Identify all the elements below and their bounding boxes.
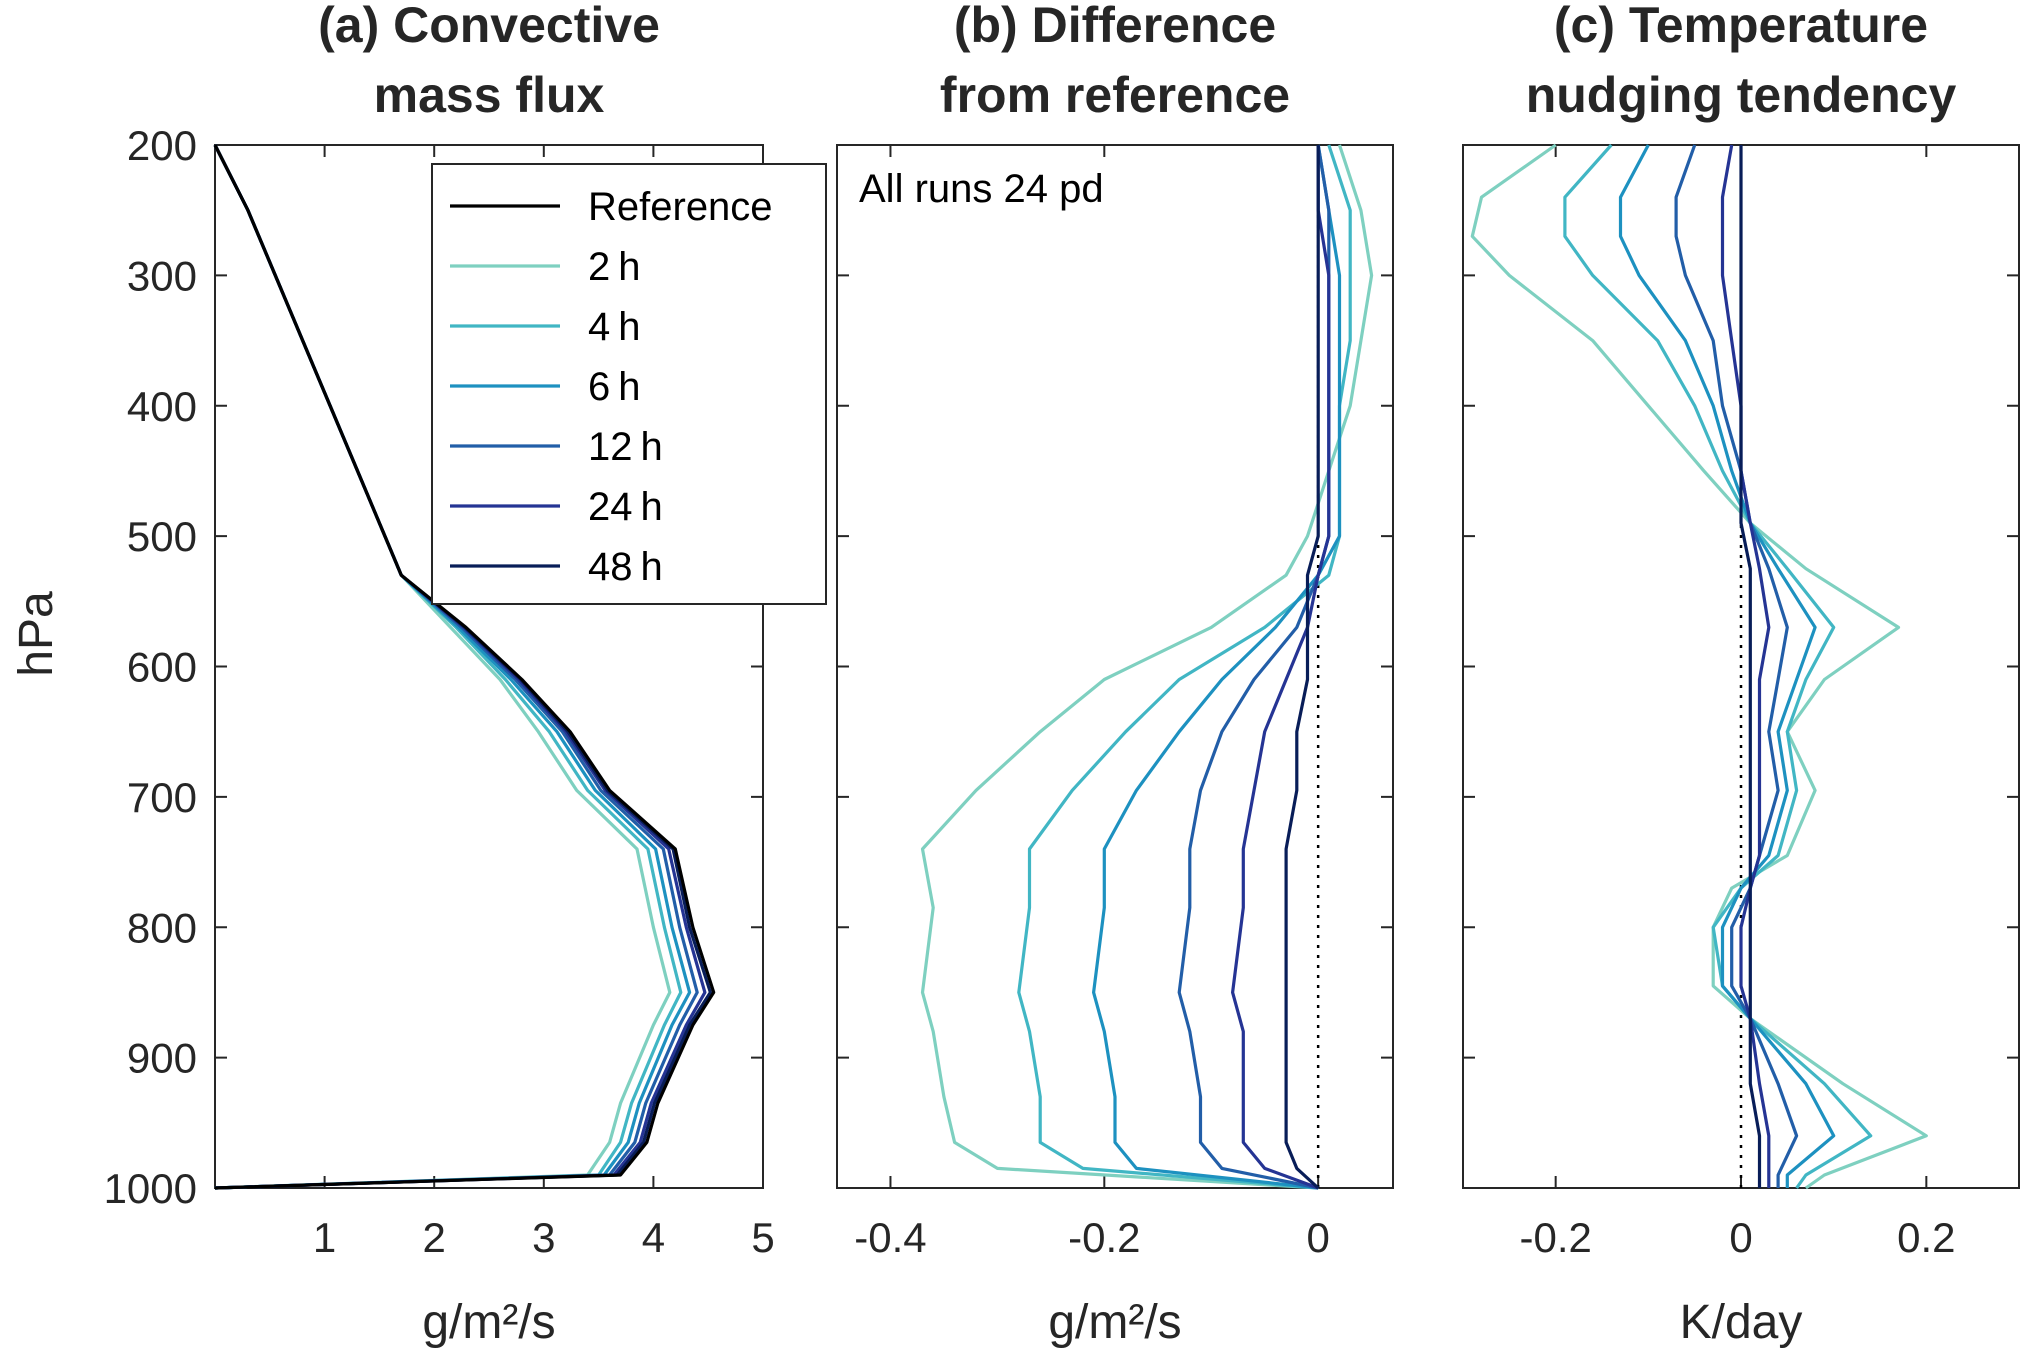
- series-line: [1284, 145, 1320, 1190]
- x-tick-label: 0: [1306, 1214, 1329, 1261]
- series-line: [1230, 145, 1331, 1190]
- x-tick-label: 0: [1729, 1214, 1752, 1261]
- y-tick-label: 800: [127, 904, 197, 951]
- x-tick-label: 3: [532, 1214, 555, 1261]
- x-tick-label: -0.4: [854, 1214, 926, 1261]
- x-axis-label: K/day: [1680, 1296, 1803, 1349]
- legend: Reference 2 h 4 h 6 h 12 h 24 h 48 h: [431, 163, 827, 605]
- x-axis-label: g/m²/s: [422, 1296, 555, 1349]
- panel-title: from reference: [940, 67, 1290, 123]
- panel-title: (b) Difference: [954, 0, 1276, 53]
- x-tick-label: 2: [423, 1214, 446, 1261]
- y-axis-label: hPa: [10, 591, 63, 677]
- y-tick-label: 500: [127, 513, 197, 560]
- legend-item: 24 h: [450, 485, 663, 529]
- panel-annotation: All runs 24 pd: [859, 167, 1104, 211]
- series-line: [1017, 144, 1352, 1190]
- x-axis-label: g/m²/s: [1048, 1296, 1181, 1349]
- legend-label: 24 h: [588, 485, 663, 529]
- legend-box: [431, 163, 827, 605]
- x-tick-label: 1: [313, 1214, 336, 1261]
- y-tick-label: 300: [127, 252, 197, 299]
- legend-item: 48 h: [450, 545, 663, 589]
- y-tick-label: 1000: [104, 1165, 197, 1212]
- y-tick-label: 700: [127, 774, 197, 821]
- legend-item: 4 h: [450, 305, 641, 349]
- x-tick-label: -0.2: [1068, 1214, 1140, 1261]
- panel-title: (a) Convective: [318, 0, 660, 53]
- legend-label: Reference: [588, 185, 773, 229]
- series-line: [1618, 144, 1836, 1188]
- series-line: [1563, 143, 1873, 1189]
- y-tick-label: 200: [127, 122, 197, 169]
- panel-title: nudging tendency: [1526, 67, 1957, 123]
- y-tick-label: 900: [127, 1035, 197, 1082]
- x-tick-label: 4: [642, 1214, 665, 1261]
- legend-label: 48 h: [588, 545, 663, 589]
- panels: 200 300 400 500 600 700 800 900 1000 1 2 3 4 5 (a) Con…: [104, 0, 2020, 1349]
- series-line: [1091, 144, 1342, 1190]
- series-line: [213, 144, 716, 1190]
- series-line: [1470, 143, 1928, 1190]
- x-tick-label: -0.2: [1519, 1214, 1591, 1261]
- y-tick-label: 600: [127, 644, 197, 691]
- panel-3: -0.2 0 0.2 (c) Temperature nudging tendency K…: [1462, 0, 2020, 1349]
- legend-label: 2 h: [588, 245, 641, 289]
- panel-1: 200 300 400 500 600 700 800 900 1000 1 2 3 4 5 (a) Con…: [104, 0, 775, 1349]
- series-line: [1739, 145, 1762, 1188]
- legend-label: 4 h: [588, 305, 641, 349]
- legend-label: 6 h: [588, 365, 641, 409]
- y-tick-label: 400: [127, 383, 197, 430]
- panel-2: -0.4 -0.2 0 (b) Difference from reference g/m…: [836, 0, 1394, 1349]
- legend-item: 6 h: [450, 365, 641, 409]
- panel-title: (c) Temperature: [1554, 0, 1928, 53]
- legend-label: 12 h: [588, 425, 663, 469]
- panel-title: mass flux: [374, 67, 605, 123]
- plot-frame: [836, 144, 1394, 1189]
- series-line: [1720, 144, 1771, 1188]
- series-line: [1674, 144, 1799, 1188]
- legend-item: 12 h: [450, 425, 663, 469]
- series-line: [920, 144, 1374, 1190]
- legend-item: 2 h: [450, 245, 641, 289]
- x-tick-label: 0.2: [1897, 1214, 1955, 1261]
- x-tick-label: 5: [751, 1214, 774, 1261]
- legend-item: Reference: [450, 185, 773, 229]
